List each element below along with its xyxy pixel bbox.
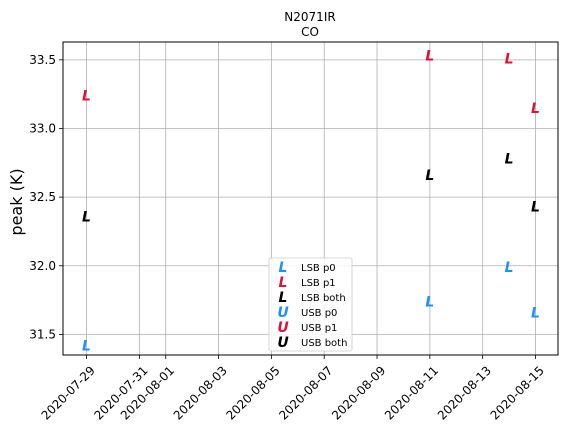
data-point: L [505,51,514,67]
data-point: L [425,294,434,310]
legend-marker: U [277,335,289,351]
legend-box [268,257,353,352]
y-tick-label: 32.0 [29,259,56,273]
legend-label: LSB p0 [301,263,336,274]
legend-marker: L [279,275,288,291]
legend-label: USB both [301,338,347,349]
y-tick-label: 33.5 [29,53,56,67]
y-axis-label: peak (K) [7,168,26,235]
data-point: L [505,260,514,276]
legend-label: USB p0 [301,308,337,319]
data-point: L [531,200,540,216]
legend-marker: U [277,305,289,321]
legend-marker: U [277,320,289,336]
data-point: L [425,49,434,65]
legend-label: LSB p1 [301,278,336,289]
data-point: L [82,209,91,225]
data-point: L [505,152,514,168]
legend-marker: L [279,290,288,306]
plot-area [62,41,559,356]
y-tick-label: 31.5 [29,327,56,341]
data-point: L [425,168,434,184]
chart-title: N2071IR [284,10,335,24]
y-tick-label: 32.5 [29,190,56,204]
y-tick-label: 33.0 [29,121,56,135]
data-point: L [82,89,91,105]
legend: L LSB p0 L LSB p1 L LSB both U USB p0 U USB p1 U US… [268,257,353,352]
legend-label: USB p1 [301,323,337,334]
chart-subtitle: CO [301,25,319,39]
legend-marker: L [279,260,288,276]
legend-label: LSB both [301,293,346,304]
data-point: L [82,338,91,354]
data-point: L [531,101,540,117]
data-point: L [531,305,540,321]
